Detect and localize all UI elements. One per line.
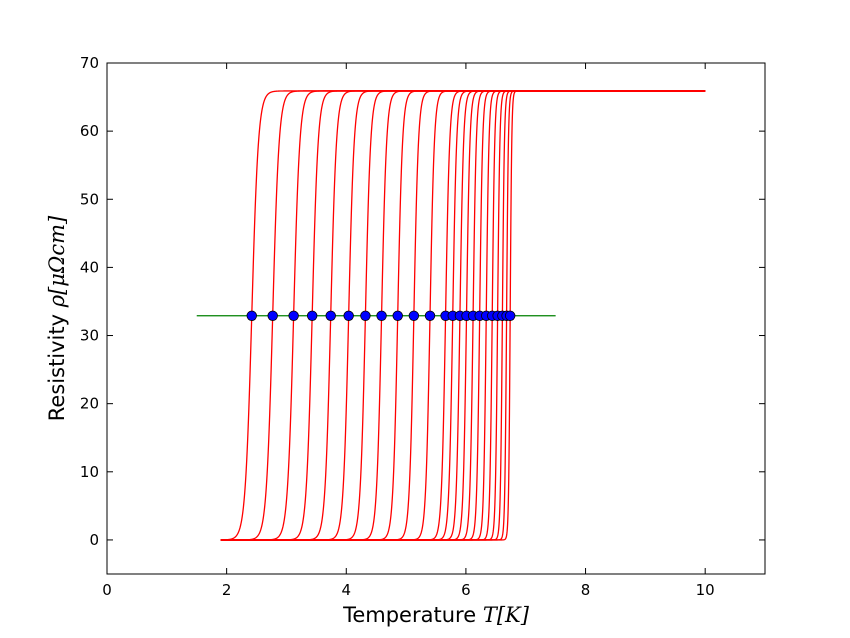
ticks-group: 0 2 4 6 8 10 0 10 20 30 40 50 60 70: [80, 54, 765, 599]
crossing-marker-3: [288, 310, 299, 321]
x-tick-label: 0: [102, 581, 112, 599]
crossing-marker-9: [392, 310, 403, 321]
crossing-marker-7: [360, 310, 371, 321]
resistivity-curve-23: [220, 90, 706, 541]
curves-group: [220, 90, 706, 541]
x-tick-label: 2: [222, 581, 232, 599]
y-tick-label: 20: [80, 395, 99, 413]
crossing-marker-11: [424, 310, 436, 321]
crossing-marker-8: [376, 310, 387, 321]
y-tick-label: 60: [80, 122, 99, 140]
crossing-marker-1: [246, 310, 257, 321]
y-tick-label: 10: [80, 463, 99, 481]
crossing-marker-23: [504, 310, 516, 321]
x-tick-label: 4: [341, 581, 351, 599]
y-tick-label: 40: [80, 258, 99, 276]
y-tick-label: 30: [80, 327, 99, 345]
x-tick-label: 6: [461, 581, 471, 599]
crossing-marker-10: [408, 310, 420, 321]
y-tick-label: 50: [80, 190, 99, 208]
crossing-marker-6: [343, 310, 354, 321]
y-axis-label: Resistivity ρ[μΩcm]: [45, 215, 69, 421]
crossing-marker-2: [267, 310, 278, 321]
crossing-marker-5: [325, 310, 336, 321]
x-axis-label: Temperature T[K]: [342, 603, 530, 627]
crossing-marker-4: [306, 310, 318, 321]
y-tick-label: 70: [80, 54, 99, 72]
y-tick-label: 0: [89, 531, 99, 549]
markers-group: [246, 310, 516, 321]
x-tick-label: 10: [696, 581, 715, 599]
x-tick-label: 8: [581, 581, 591, 599]
plot-frame: [106, 62, 766, 575]
